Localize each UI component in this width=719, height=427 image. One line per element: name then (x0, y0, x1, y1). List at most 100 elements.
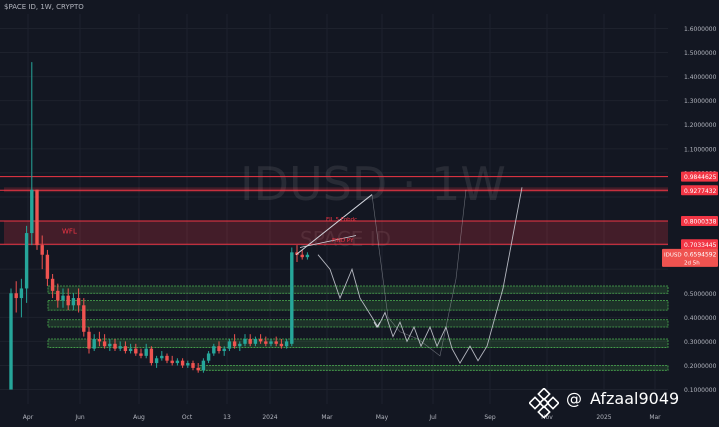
support-zone (47, 300, 669, 311)
fib-trend-line (299, 235, 357, 248)
projection-path-alt (371, 189, 467, 357)
candle-body (92, 339, 96, 349)
price-level-tag (681, 171, 718, 182)
candle (191, 360, 195, 371)
candle (56, 283, 60, 308)
candle (30, 62, 34, 246)
candles (9, 62, 310, 390)
y-tick-label: 0.2000000 (684, 363, 717, 370)
candle (170, 355, 174, 366)
x-tick-label: Mar (321, 414, 333, 421)
candle (269, 339, 273, 347)
candle (258, 334, 263, 344)
x-tick-label: Sep (484, 414, 496, 421)
last-price-symbol: IDUSD (664, 252, 682, 258)
candle (139, 348, 143, 359)
candle (264, 336, 268, 347)
candle (45, 249, 50, 287)
candle-body (238, 343, 242, 347)
author-handle: Afzaal9049 (590, 389, 680, 408)
candle (222, 346, 226, 356)
candle (217, 341, 221, 354)
candle-body (40, 245, 44, 255)
y-tick-label: 0.5000000 (684, 291, 717, 298)
candle-body (134, 348, 138, 354)
y-tick-label: 0.3000000 (684, 339, 717, 346)
x-tick-label: 2025 (596, 414, 611, 421)
candle (206, 351, 211, 364)
last-price-value: 0.6594592 (684, 251, 717, 258)
candle-body (165, 355, 169, 361)
candle (212, 343, 216, 356)
x-tick-label: 2024 (262, 414, 277, 421)
candle (290, 247, 294, 347)
candle-body (45, 254, 50, 279)
candle (76, 288, 81, 313)
candle-body (175, 360, 180, 364)
candle-body (279, 343, 284, 347)
candle-body (113, 343, 117, 349)
price-level-label: 0.8000338 (684, 219, 717, 226)
candle-body (243, 339, 247, 344)
candle-body (305, 254, 310, 258)
candle (300, 249, 304, 260)
candle-body (24, 233, 29, 289)
x-tick-label: Oct (182, 414, 193, 421)
candle (108, 339, 112, 352)
candle-body (186, 363, 190, 366)
candle-body (196, 367, 200, 371)
candle-body (87, 331, 91, 349)
candle-body (82, 305, 86, 332)
x-axis: Apr Jun Aug Oct 13 2024 Mar May Jul Sep Nov 2025 Mar (23, 414, 661, 421)
price-level-tag (681, 185, 718, 196)
candle-body (212, 346, 216, 354)
candle-body (102, 341, 107, 347)
candle (50, 274, 55, 299)
candle (14, 281, 18, 313)
resistance-zone (4, 221, 668, 244)
candle (253, 336, 258, 347)
candle (61, 288, 65, 308)
candle (97, 331, 102, 347)
candle-body (9, 293, 13, 390)
candle-body (222, 348, 226, 352)
candle (201, 358, 206, 373)
x-tick-label: Aug (133, 414, 145, 421)
candle-body (269, 341, 273, 344)
annotation-wfl: WFL (62, 228, 77, 236)
candle-body (108, 343, 112, 347)
candle (175, 358, 180, 366)
candle-body (217, 346, 221, 352)
candle (279, 339, 284, 349)
candle (87, 326, 91, 354)
price-level-tag (681, 239, 718, 250)
x-tick-label: May (376, 414, 389, 421)
candle (24, 225, 29, 303)
last-price-tag (662, 248, 718, 267)
candle (274, 336, 278, 347)
candle-body (284, 341, 289, 347)
candle (232, 334, 237, 349)
y-tick-label: 1.6000000 (684, 26, 717, 33)
y-tick-label: 0.1000000 (684, 387, 717, 394)
price-level-label: 0.7033445 (684, 242, 717, 249)
resistance-zone (4, 187, 668, 193)
candle-body (191, 363, 195, 368)
at-sign: @ (566, 389, 582, 408)
candle-body (144, 348, 148, 356)
x-tick-label: Jun (74, 414, 85, 421)
candle-body (35, 189, 39, 246)
candle (123, 341, 128, 354)
x-tick-label: Apr (23, 414, 34, 421)
candle-body (248, 339, 252, 344)
candle-body (56, 290, 60, 301)
candle (165, 353, 169, 364)
candle-body (290, 252, 294, 344)
y-tick-label: 1.4000000 (684, 74, 717, 81)
support-zone (199, 365, 669, 371)
x-tick-label: 13 (223, 414, 231, 421)
candle-body (180, 360, 185, 366)
candle (9, 288, 13, 390)
